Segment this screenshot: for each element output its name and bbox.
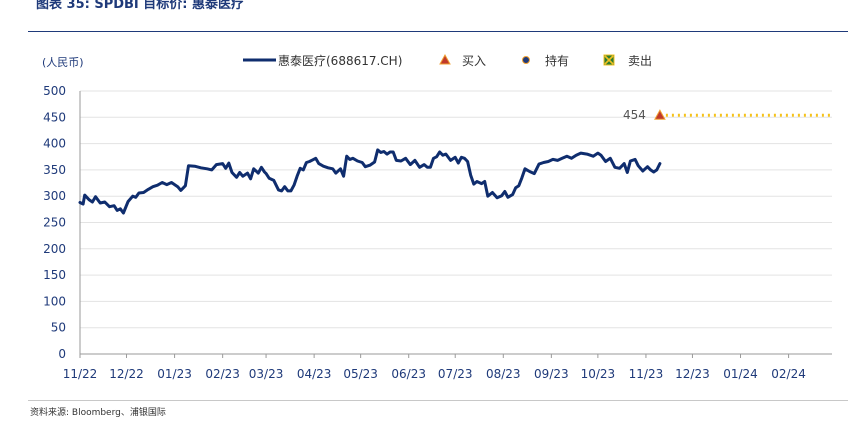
y-tick-label: 0 [58, 347, 66, 361]
y-tick-label: 250 [43, 216, 66, 230]
x-tick-label: 12/22 [109, 367, 144, 381]
y-tick-label: 500 [43, 84, 66, 98]
grid-lines [79, 90, 832, 355]
y-unit-label: (人民币) [42, 56, 84, 69]
legend-price-label: 惠泰医疗(688617.CH) [278, 54, 402, 68]
footer-divider [28, 400, 848, 401]
legend-hold-icon [522, 56, 530, 64]
figure-title: 图表 35: SPDBI 目标价: 惠泰医疗 [36, 0, 245, 12]
x-tick-labels: 11/22 12/22 01/23 02/23 03/23 04/23 05/23 06/23… [63, 354, 806, 381]
title-divider [28, 31, 848, 32]
y-tick-label: 100 [43, 294, 66, 308]
target-price-label: 454 [623, 108, 646, 122]
x-tick-label: 07/23 [438, 367, 473, 381]
y-tick-label: 50 [51, 321, 66, 335]
price-target-chart: 0 50 100 150 200 250 300 350 400 450 500 11/22 12/2… [42, 53, 832, 381]
x-tick-label: 09/23 [534, 367, 569, 381]
legend-sell-cross [604, 55, 614, 65]
legend-sell-label: 卖出 [628, 54, 652, 68]
x-tick-label: 01/24 [723, 367, 758, 381]
buy-rating-marker [654, 109, 666, 120]
y-tick-label: 350 [43, 163, 66, 177]
y-tick-label: 200 [43, 242, 66, 256]
x-tick-label: 10/23 [581, 367, 616, 381]
x-tick-label: 12/23 [675, 367, 710, 381]
y-tick-label: 450 [43, 110, 66, 124]
x-tick-label: 05/23 [343, 367, 378, 381]
series-layer [78, 148, 662, 215]
source-note: 资料来源: Bloomberg、浦银国际 [30, 408, 166, 418]
x-tick-label: 02/24 [771, 367, 806, 381]
x-tick-label: 02/23 [205, 367, 240, 381]
y-tick-label: 300 [43, 189, 66, 203]
x-tick-label: 01/23 [157, 367, 192, 381]
x-tick-label: 08/23 [486, 367, 521, 381]
target-layer: 454 [623, 108, 832, 122]
x-tick-label: 06/23 [391, 367, 426, 381]
price-series-line [78, 148, 662, 215]
legend-buy-label: 买入 [462, 54, 486, 68]
legend-hold-label: 持有 [545, 53, 569, 68]
legend: 惠泰医疗(688617.CH) 买入 持有 卖出 [243, 53, 652, 68]
x-tick-label: 11/23 [629, 367, 664, 381]
legend-buy-icon [439, 53, 451, 65]
y-tick-label: 400 [43, 137, 66, 151]
y-tick-labels: 0 50 100 150 200 250 300 350 400 450 500 [43, 84, 66, 361]
x-tick-label: 04/23 [297, 367, 332, 381]
x-tick-label: 03/23 [249, 367, 284, 381]
y-tick-label: 150 [43, 268, 66, 282]
x-tick-label: 11/22 [63, 367, 98, 381]
